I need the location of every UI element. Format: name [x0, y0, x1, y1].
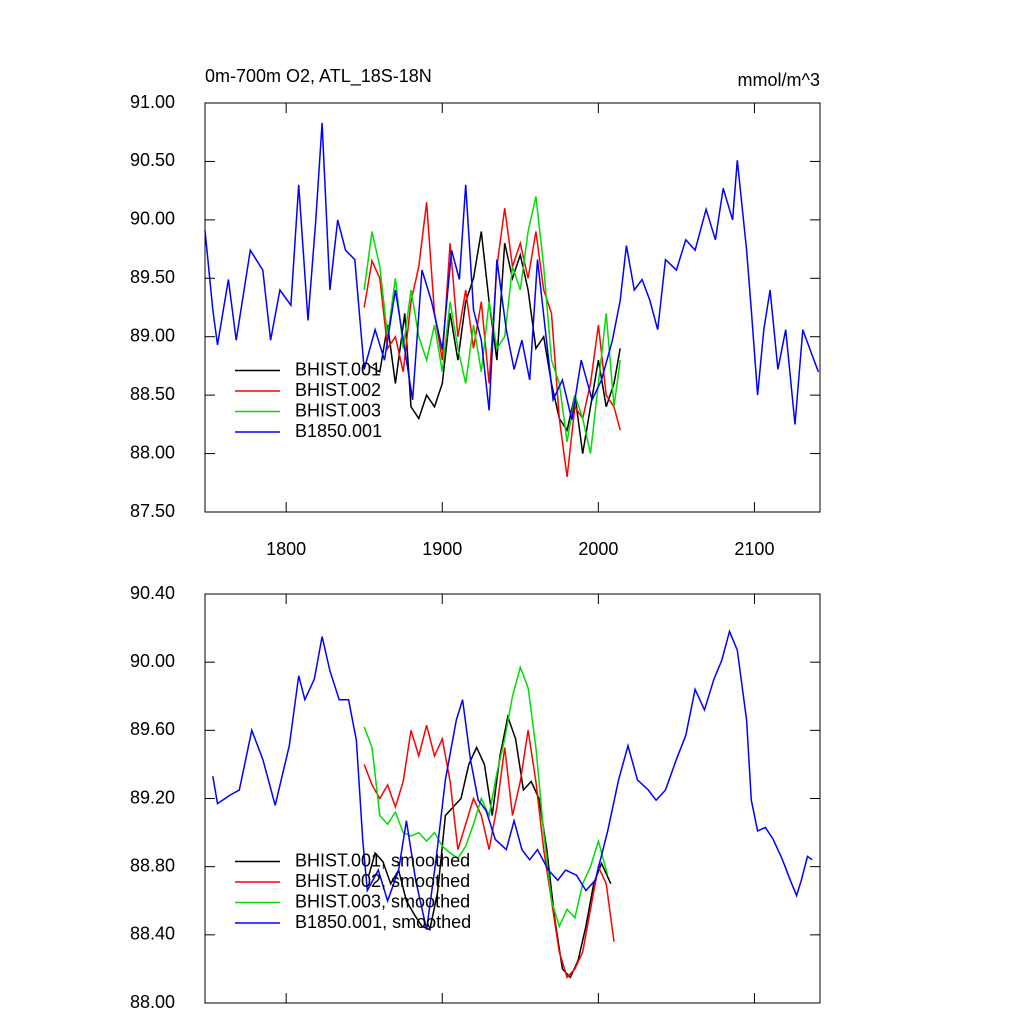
plot-frame	[204, 102, 821, 513]
y-tick-label: 88.40	[130, 924, 175, 944]
y-tick-label: 87.50	[130, 501, 175, 521]
legend-label: BHIST.002	[295, 380, 381, 400]
y-tick-label: 90.00	[130, 651, 175, 671]
x-tick-label: 2000	[578, 539, 618, 559]
legend-label: BHIST.002, smoothed	[295, 871, 470, 891]
y-tick-label: 91.00	[130, 92, 175, 112]
data-line	[212, 629, 813, 930]
legend-label: BHIST.003	[295, 400, 381, 420]
y-tick-label: 90.00	[130, 209, 175, 229]
data-line	[368, 231, 621, 454]
units-label: mmol/m^3	[738, 70, 820, 90]
legend-label: BHIST.001, smoothed	[295, 850, 470, 870]
y-tick-label: 90.40	[130, 583, 175, 603]
x-tick-label: 1800	[266, 539, 306, 559]
x-tick-label: 2100	[734, 539, 774, 559]
data-line	[363, 725, 615, 979]
legend-label: BHIST.001	[295, 359, 381, 379]
chart-title: 0m-700m O2, ATL_18S-18N	[205, 66, 432, 87]
x-tick-label: 1900	[422, 539, 462, 559]
legend-label: B1850.001, smoothed	[295, 912, 471, 932]
y-tick-label: 88.80	[130, 855, 175, 875]
legend-label: B1850.001	[295, 421, 382, 441]
y-tick-label: 90.50	[130, 150, 175, 170]
y-tick-label: 89.60	[130, 719, 175, 739]
plot-frame	[204, 593, 821, 1004]
y-tick-label: 88.50	[130, 384, 175, 404]
y-tick-label: 89.50	[130, 267, 175, 287]
data-line	[204, 122, 820, 425]
y-tick-label: 88.00	[130, 442, 175, 462]
y-tick-label: 89.20	[130, 787, 175, 807]
legend-label: BHIST.003, smoothed	[295, 891, 470, 911]
y-tick-label: 88.00	[130, 992, 175, 1012]
y-tick-label: 89.00	[130, 325, 175, 345]
